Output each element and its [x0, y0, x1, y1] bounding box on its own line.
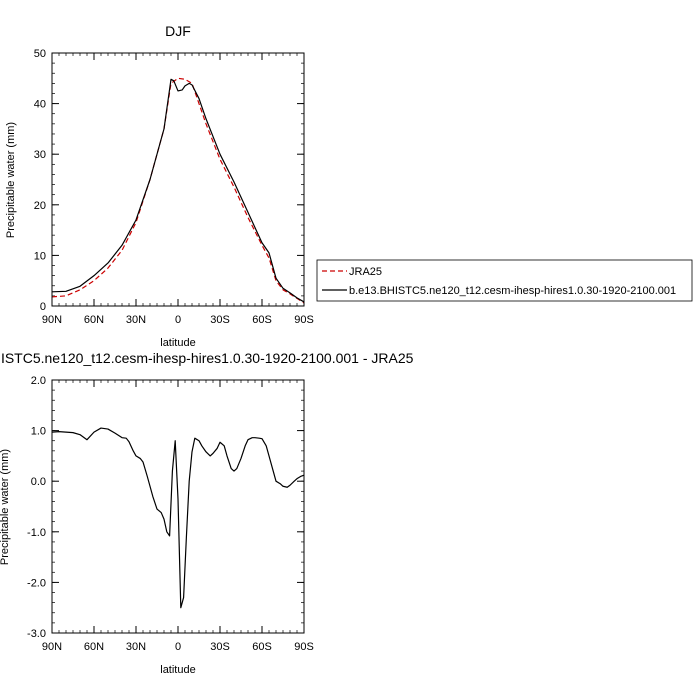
top-x-tick-label: 90N [42, 314, 62, 326]
bottom-y-tick-label: 0.0 [31, 476, 46, 488]
bottom-series-line-0 [51, 427, 305, 609]
top-panel: DJF 90N 60N 30N 0 30S 60S 90S 0 10 20 30 40 50 latit… [5, 23, 314, 349]
top-y-tick-label: 40 [34, 99, 46, 111]
bottom-x-tick-label: 0 [175, 641, 181, 653]
bottom-x-tick-label: 30N [126, 641, 146, 653]
top-axes: 90N 60N 30N 0 30S 60S 90S 0 10 20 30 40 50 [34, 48, 314, 326]
bottom-ylabel: Precipitable water (mm) [0, 449, 11, 565]
legend-label-jra25: JRA25 [349, 266, 382, 278]
top-y-tick-label: 10 [34, 250, 46, 262]
bottom-y-tick-label: -2.0 [27, 577, 46, 589]
top-ylabel: Precipitable water (mm) [5, 122, 17, 238]
top-x-tick-label: 60N [84, 314, 104, 326]
top-xlabel: latitude [160, 337, 195, 349]
bottom-x-tick-label: 60S [252, 641, 272, 653]
top-series-line-0 [51, 77, 305, 304]
bottom-panel: b.e13.BHISTC5.ne120_t12.cesm-ihesp-hires… [0, 350, 414, 676]
top-series-line-1 [51, 78, 305, 303]
bottom-plot-frame [51, 379, 305, 634]
top-y-tick-label: 30 [34, 149, 46, 161]
legend-label-model: b.e13.BHISTC5.ne120_t12.cesm-ihesp-hires… [349, 285, 676, 297]
top-plot-frame [51, 52, 305, 307]
bottom-x-tick-label: 90N [42, 641, 62, 653]
bottom-axes: 90N 60N 30N 0 30S 60S 90S 2.0 1.0 0.0 -1.0 -2.0 -3.0 [27, 375, 314, 653]
bottom-xlabel: latitude [160, 664, 195, 676]
bottom-x-tick-label: 60N [84, 641, 104, 653]
bottom-title: b.e13.BHISTC5.ne120_t12.cesm-ihesp-hires… [0, 350, 414, 366]
top-x-tick-label: 30S [210, 314, 230, 326]
top-x-tick-label: 0 [175, 314, 181, 326]
bottom-y-tick-label: -1.0 [27, 527, 46, 539]
bottom-x-tick-label: 30S [210, 641, 230, 653]
bottom-y-tick-label: 1.0 [31, 426, 46, 438]
top-x-tick-label: 90S [294, 314, 314, 326]
top-x-tick-label: 30N [126, 314, 146, 326]
top-y-tick-label: 0 [40, 301, 46, 313]
bottom-x-tick-label: 90S [294, 641, 314, 653]
legend: JRA25 b.e13.BHISTC5.ne120_t12.cesm-ihesp… [316, 259, 693, 302]
bottom-y-tick-label: 2.0 [31, 375, 46, 387]
top-title: DJF [165, 23, 191, 39]
top-y-tick-label: 20 [34, 200, 46, 212]
top-x-tick-label: 60S [252, 314, 272, 326]
legend-box [316, 259, 693, 302]
top-y-tick-label: 50 [34, 48, 46, 60]
bottom-y-tick-label: -3.0 [27, 628, 46, 640]
